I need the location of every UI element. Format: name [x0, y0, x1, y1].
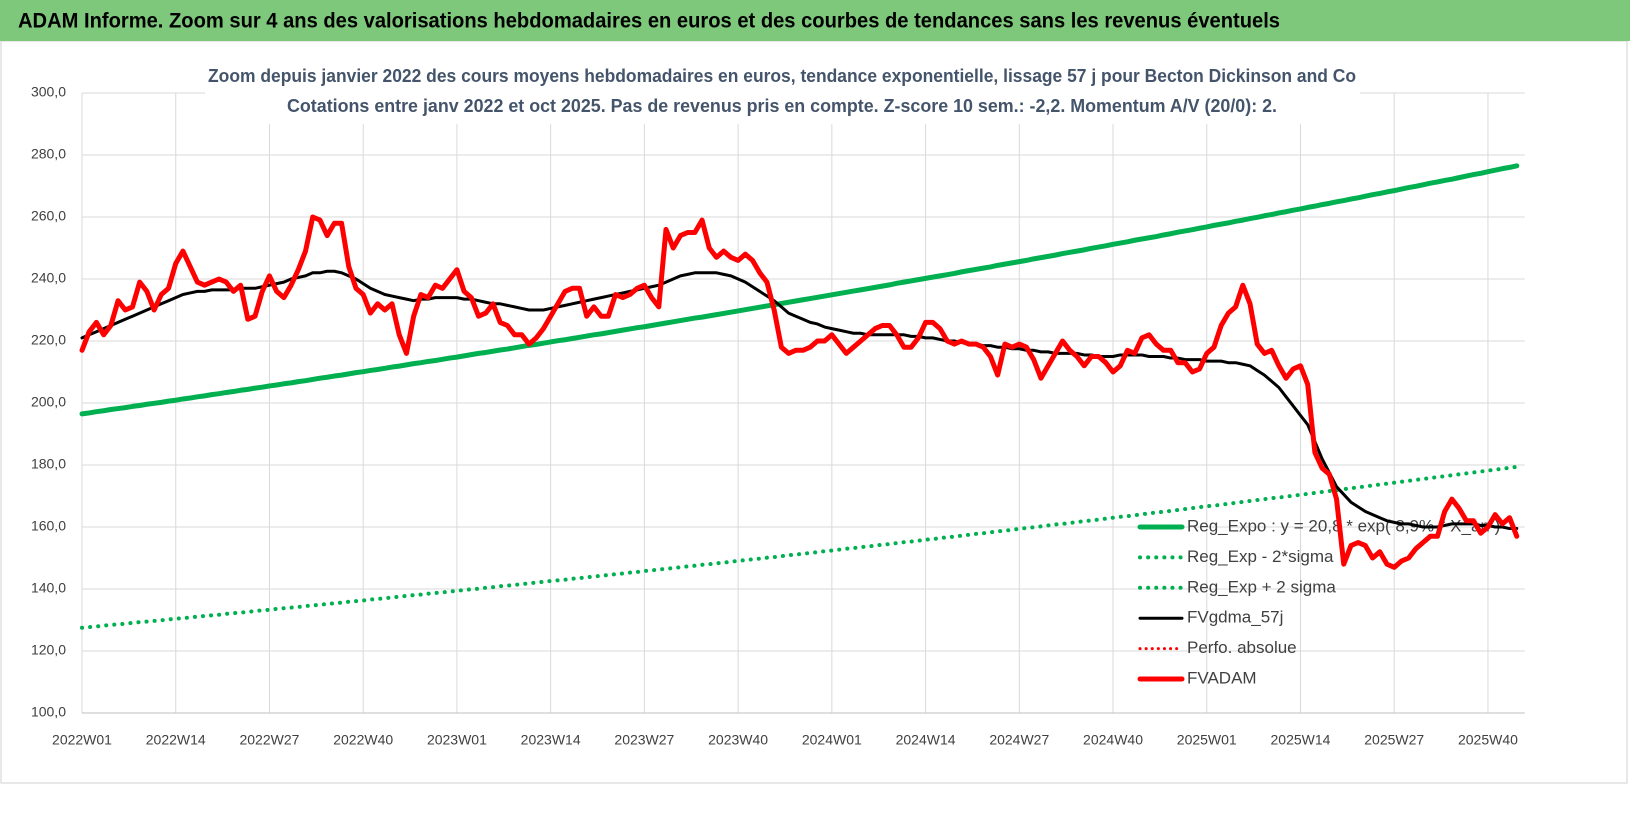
y-tick-label: 260,0 — [31, 208, 66, 224]
legend-label: Reg_Exp + 2 sigma — [1187, 577, 1336, 596]
y-tick-label: 160,0 — [31, 518, 66, 534]
chart-frame — [0, 40, 1628, 784]
legend-label: Perfo. absolue — [1187, 638, 1297, 657]
y-tick-label: 120,0 — [31, 642, 66, 658]
y-tick-label: 220,0 — [31, 332, 66, 348]
legend-label: FVgdma_57j — [1187, 608, 1283, 627]
y-tick-label: 300,0 — [31, 84, 66, 100]
x-tick-label: 2024W40 — [1083, 732, 1143, 748]
series-line — [80, 464, 1519, 630]
y-tick-label: 140,0 — [31, 580, 66, 596]
header-title: ADAM Informe. Zoom sur 4 ans des valoris… — [18, 10, 1280, 33]
title-box — [205, 62, 1360, 124]
chart-title: Zoom depuis janvier 2022 des cours moyen… — [208, 66, 1356, 86]
x-tick-label: 2022W01 — [52, 732, 112, 748]
y-tick-label: 180,0 — [31, 456, 66, 472]
x-tick-label: 2022W40 — [333, 732, 393, 748]
grid: 100,0 120,0 140,0 160,0 180,0 200,0 220,0 240,0… — [31, 84, 1525, 748]
legend: Reg_Expo : y = 20,8 * exp( 8,9% * X_an )… — [1137, 516, 1500, 687]
series-line — [79, 163, 1520, 417]
y-tick-label: 240,0 — [31, 270, 66, 286]
x-tick-label: 2024W27 — [989, 732, 1049, 748]
y-tick-label: 280,0 — [31, 146, 66, 162]
plot — [79, 163, 1520, 630]
x-tick-label: 2025W27 — [1364, 732, 1424, 748]
x-tick-label: 2022W14 — [146, 732, 206, 748]
series-line — [79, 214, 1520, 570]
chart-subtitle: Cotations entre janv 2022 et oct 2025. P… — [287, 96, 1277, 116]
x-tick-label: 2025W40 — [1458, 732, 1518, 748]
x-tick-label: 2023W01 — [427, 732, 487, 748]
x-tick-label: 2024W14 — [896, 732, 956, 748]
x-tick-label: 2023W40 — [708, 732, 768, 748]
x-tick-label: 2025W01 — [1177, 732, 1237, 748]
x-tick-label: 2023W14 — [521, 732, 581, 748]
x-tick-label: 2023W27 — [614, 732, 674, 748]
x-tick-label: 2025W14 — [1271, 732, 1331, 748]
legend-label: Reg_Exp - 2*sigma — [1187, 547, 1334, 566]
y-tick-label: 200,0 — [31, 394, 66, 410]
legend-label: FVADAM — [1187, 668, 1257, 687]
x-tick-label: 2022W27 — [239, 732, 299, 748]
y-tick-label: 100,0 — [31, 704, 66, 720]
legend-label: Reg_Expo : y = 20,8 * exp( 8,9% * X_an ) — [1187, 516, 1500, 535]
titles: Zoom depuis janvier 2022 des cours moyen… — [205, 62, 1360, 124]
x-tick-label: 2024W01 — [802, 732, 862, 748]
series-line — [80, 269, 1519, 531]
header-bar — [0, 0, 1630, 41]
